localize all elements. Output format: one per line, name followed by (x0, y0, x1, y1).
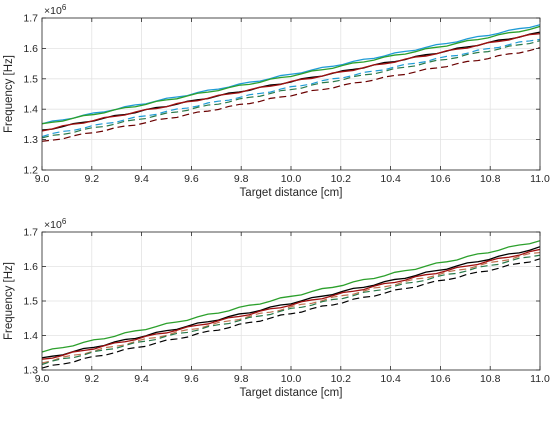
x-axis-label: Target distance [cm] (240, 387, 343, 399)
y-tick-label: 1.4 (23, 330, 38, 342)
series-line-6 (42, 40, 540, 139)
series-line-2 (42, 246, 540, 359)
y-exponent-label: ×106 (44, 217, 67, 231)
x-tick-label: 10.2 (331, 373, 352, 385)
series-line-6 (42, 258, 540, 369)
series-line-4 (42, 33, 540, 132)
x-tick-label: 9.6 (184, 173, 199, 185)
series-group (42, 24, 540, 142)
x-tick-label: 10.8 (480, 173, 501, 185)
x-tick-label: 9.8 (234, 173, 249, 185)
y-tick-label: 1.3 (23, 365, 38, 377)
x-tick-label: 10.2 (331, 173, 352, 185)
y-tick-label: 1.6 (23, 261, 38, 273)
chart-panel-2: 9.0 9.2 9.4 9.6 9.8 10.0 10.2 10.4 10.6 10.8 11.0 1… (3, 217, 550, 399)
y-tick-label: 1.2 (23, 165, 38, 177)
x-tick-label: 10.4 (380, 173, 401, 185)
x-tick-label: 9.4 (134, 173, 149, 185)
x-tick-label: 10.0 (281, 173, 302, 185)
x-axis-label: Target distance [cm] (240, 187, 343, 199)
y-tick-label: 1.7 (23, 227, 38, 239)
x-tick-label: 10.6 (430, 173, 451, 185)
series-line-5 (42, 254, 540, 366)
y-tick-label: 1.7 (23, 13, 38, 25)
y-axis-label: Frequency [Hz] (3, 55, 15, 133)
series-line-2 (42, 25, 540, 125)
x-tick-label: 11.0 (530, 373, 550, 385)
y-exponent-label: ×106 (44, 3, 67, 17)
series-line-4 (42, 251, 540, 364)
x-tick-label: 9.2 (84, 173, 99, 185)
x-tick-label: 10.8 (480, 373, 501, 385)
x-tick-label: 9.4 (134, 373, 149, 385)
y-tick-label: 1.4 (23, 104, 38, 116)
y-tick-label: 1.6 (23, 43, 38, 55)
series-line-1 (42, 240, 540, 353)
x-tick-label: 10.4 (380, 373, 401, 385)
series-group (42, 240, 540, 369)
y-axis-label: Frequency [Hz] (3, 262, 15, 340)
x-tick-label: 9.0 (35, 373, 50, 385)
x-tick-label: 9.8 (234, 373, 249, 385)
y-exponent-power: 6 (62, 3, 67, 12)
x-tick-label: 11.0 (530, 173, 550, 185)
x-tick-label: 9.2 (84, 373, 99, 385)
series-line-5 (42, 38, 540, 138)
series-line-3 (42, 248, 540, 360)
x-tick-label: 10.6 (430, 373, 451, 385)
y-tick-label: 1.3 (23, 134, 38, 146)
x-tick-label: 9.0 (35, 173, 50, 185)
series-line-1 (42, 24, 540, 125)
y-tick-label: 1.5 (23, 296, 38, 308)
y-tick-label: 1.5 (23, 73, 38, 85)
x-tick-label: 9.6 (184, 373, 199, 385)
chart-panel-1: 9.0 9.2 9.4 9.6 9.8 10.0 10.2 10.4 10.6 10.8 11.0 1… (3, 3, 550, 199)
series-line-7 (42, 47, 540, 142)
x-tick-label: 10.0 (281, 373, 302, 385)
y-exponent-power: 6 (62, 217, 67, 226)
